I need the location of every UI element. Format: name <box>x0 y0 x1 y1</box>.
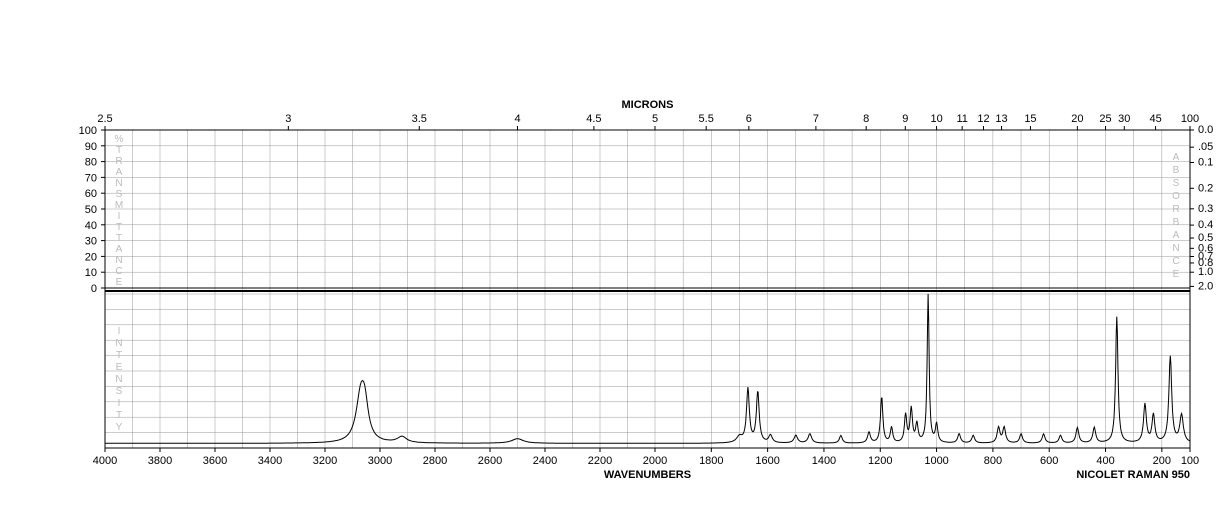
y-tick-right: 0.4 <box>1198 219 1213 231</box>
x-tick-label: 100 <box>1181 455 1199 467</box>
x-tick-label: 2200 <box>588 455 612 467</box>
micron-tick-label: 100 <box>1181 113 1199 125</box>
y-tick-left: 80 <box>85 157 97 169</box>
micron-tick-label: 4.5 <box>586 113 601 125</box>
side-letter: I <box>118 326 121 337</box>
side-letter: E <box>116 362 123 373</box>
y-tick-left: 0 <box>91 283 97 295</box>
x-tick-label: 2800 <box>423 455 447 467</box>
x-tick-label: 1200 <box>868 455 892 467</box>
side-letter: T <box>116 410 122 421</box>
side-letter: S <box>116 189 123 200</box>
x-tick-label: 1000 <box>924 455 948 467</box>
micron-tick-label: 45 <box>1149 113 1161 125</box>
side-letter: O <box>1172 191 1180 202</box>
side-letter: C <box>1172 256 1179 267</box>
x-tick-label: 1800 <box>699 455 723 467</box>
micron-tick-label: 13 <box>995 113 1007 125</box>
instrument-label: NICOLET RAMAN 950 <box>1076 469 1190 481</box>
y-tick-left: 20 <box>85 251 97 263</box>
side-letter: N <box>115 255 122 266</box>
side-letter: N <box>115 374 122 385</box>
micron-tick-label: 7 <box>813 113 819 125</box>
x-tick-label: 4000 <box>93 455 117 467</box>
y-tick-right: 0.3 <box>1198 203 1213 215</box>
x-tick-label: 2400 <box>533 455 557 467</box>
side-letter: R <box>115 156 122 167</box>
side-letter: B <box>1173 217 1180 228</box>
y-tick-left: 90 <box>85 141 97 153</box>
y-tick-right: .05 <box>1198 141 1213 153</box>
x-tick-label: 1400 <box>812 455 836 467</box>
y-tick-right: 0.1 <box>1198 157 1213 169</box>
x-tick-label: 200 <box>1153 455 1171 467</box>
x-tick-label: 3800 <box>148 455 172 467</box>
side-letter: T <box>116 350 122 361</box>
x-tick-label: 800 <box>984 455 1002 467</box>
side-letter: M <box>115 200 123 211</box>
side-letter: A <box>1173 230 1180 241</box>
x-tick-label: 3400 <box>258 455 282 467</box>
micron-tick-label: 4 <box>514 113 520 125</box>
y-tick-left: 30 <box>85 236 97 248</box>
side-letter: A <box>1173 152 1180 163</box>
side-letter: T <box>116 222 122 233</box>
side-letter: N <box>115 338 122 349</box>
side-letter: I <box>118 211 121 222</box>
micron-tick-label: 20 <box>1071 113 1083 125</box>
x-tick-label: 600 <box>1040 455 1058 467</box>
side-letter: I <box>118 398 121 409</box>
spectrum-svg: 4000380036003400320030002800260024002200… <box>0 0 1224 528</box>
micron-tick-label: 12 <box>977 113 989 125</box>
micron-tick-label: 9 <box>902 113 908 125</box>
y-tick-left: 10 <box>85 267 97 279</box>
side-letter: B <box>1173 165 1180 176</box>
micron-tick-label: 30 <box>1118 113 1130 125</box>
y-tick-right: 0.2 <box>1198 182 1213 194</box>
spectrum-chart: 4000380036003400320030002800260024002200… <box>0 0 1224 528</box>
y-tick-left: 100 <box>79 125 97 137</box>
side-letter: E <box>116 277 123 288</box>
x-tick-label: 400 <box>1096 455 1114 467</box>
side-letter: T <box>116 233 122 244</box>
micron-tick-label: 15 <box>1024 113 1036 125</box>
side-letter: Y <box>116 422 123 433</box>
side-letter: R <box>1172 204 1179 215</box>
y-tick-right: 2.0 <box>1198 280 1213 292</box>
side-letter: N <box>115 178 122 189</box>
micron-tick-label: 3.5 <box>412 113 427 125</box>
side-letter: N <box>1172 243 1179 254</box>
side-letter: A <box>116 244 123 255</box>
x-tick-label: 3600 <box>203 455 227 467</box>
side-letter: S <box>1173 178 1180 189</box>
y-tick-right: 0.0 <box>1198 124 1213 136</box>
x-tick-label: 1600 <box>755 455 779 467</box>
micron-tick-label: 3 <box>285 113 291 125</box>
x-tick-label: 3000 <box>368 455 392 467</box>
side-letter: C <box>115 266 122 277</box>
y-tick-right: 1.0 <box>1198 266 1213 278</box>
y-tick-left: 50 <box>85 204 97 216</box>
side-letter: E <box>1173 269 1180 280</box>
y-tick-left: 40 <box>85 220 97 232</box>
x-tick-label: 3200 <box>313 455 337 467</box>
x-tick-label: 2600 <box>478 455 502 467</box>
micron-tick-label: 5.5 <box>699 113 714 125</box>
side-letter: % <box>115 134 124 145</box>
micron-tick-label: 10 <box>930 113 942 125</box>
top-axis-title: MICRONS <box>622 99 674 111</box>
side-letter: S <box>116 386 123 397</box>
side-letter: T <box>116 145 122 156</box>
y-tick-left: 60 <box>85 188 97 200</box>
x-tick-label: 2000 <box>643 455 667 467</box>
micron-tick-label: 5 <box>652 113 658 125</box>
y-tick-left: 70 <box>85 172 97 184</box>
micron-tick-label: 25 <box>1099 113 1111 125</box>
side-letter: A <box>116 167 123 178</box>
bottom-axis-title: WAVENUMBERS <box>604 469 691 481</box>
micron-tick-label: 2.5 <box>97 113 112 125</box>
micron-tick-label: 11 <box>956 113 967 125</box>
micron-tick-label: 6 <box>746 113 752 125</box>
micron-tick-label: 8 <box>863 113 869 125</box>
